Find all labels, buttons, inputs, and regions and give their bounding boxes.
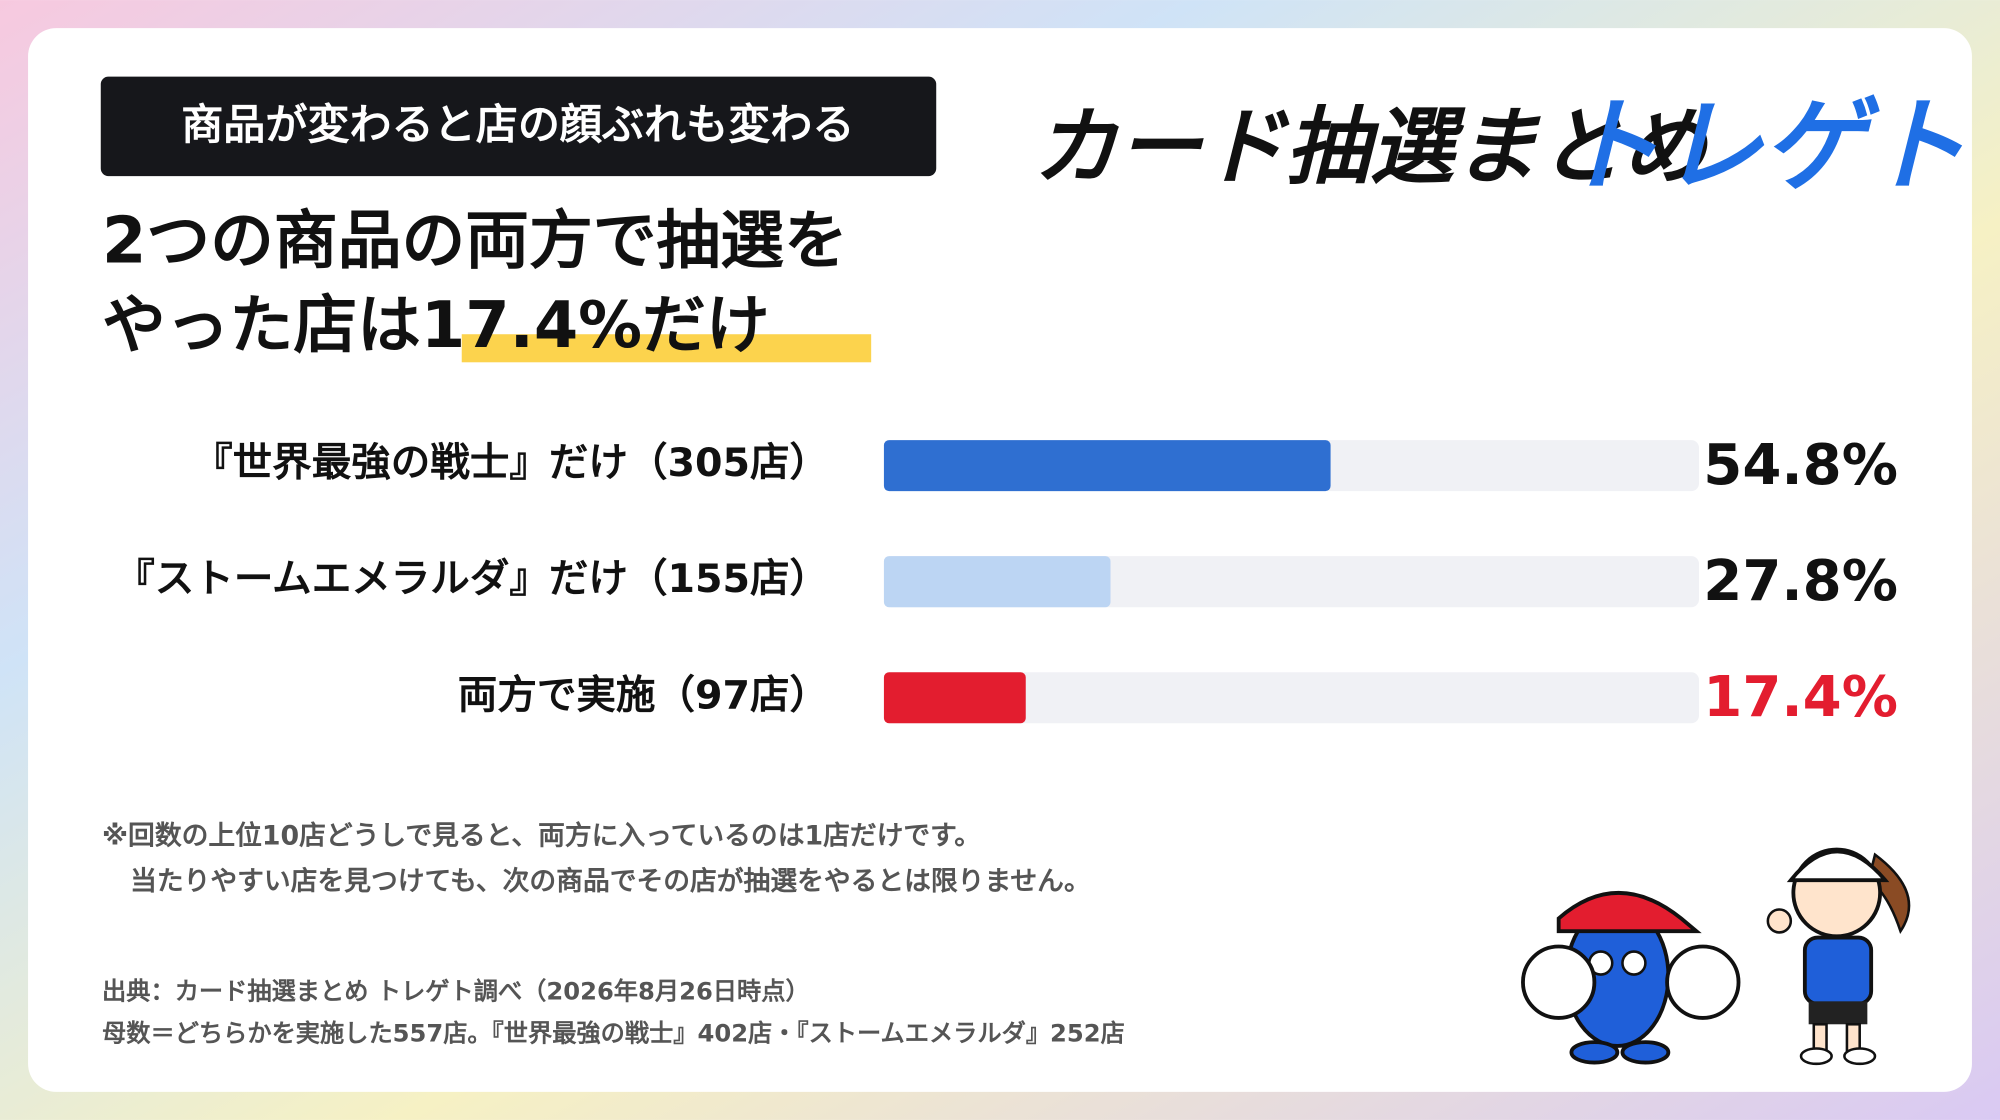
tag: 商品が変わると店の顔ぶれも変わる <box>181 100 854 149</box>
girl <box>1766 847 1911 1066</box>
source: 母数＝どちらかを実施した557店。『世界最強の戦士』402店・『ストームエメラル… <box>102 1019 1125 1047</box>
value-label: 27.8% <box>1703 549 1898 614</box>
note: 当たりやすい店を見つけても、次の商品でその店が抽選をやるとは限りません。 <box>130 865 1091 897</box>
bar <box>883 672 1026 724</box>
value-label: 54.8% <box>1703 433 1898 498</box>
bar <box>883 556 1111 608</box>
logo-main: カード抽選まとめ <box>1033 98 1709 196</box>
note: ※回数の上位10店どうしで見ると、両方に入っているのは1店だけです。 <box>102 819 981 851</box>
bar <box>883 440 1331 492</box>
category-label: 『世界最強の戦士』だけ（305店） <box>193 440 829 486</box>
category-label: 両方で実施（97店） <box>458 672 829 718</box>
source: 出典：カード抽選まとめ トレゲト調べ（2026年8月26日時点） <box>102 977 810 1005</box>
headline-line: やった店は17.4%だけ <box>102 289 770 363</box>
headline-highlight: 17.4%だけ <box>421 289 770 363</box>
value-label: 17.4% <box>1703 665 1898 730</box>
tag-box <box>100 76 937 177</box>
mascot <box>1521 891 1741 1065</box>
headline-line: 2つの商品の両方で抽選を <box>102 205 848 279</box>
category-label: 『ストームエメラルダ』だけ（155店） <box>115 556 829 602</box>
headline-text: やった店は <box>102 289 421 363</box>
bar-track <box>883 672 1699 724</box>
logo-brand: トレゲト <box>1559 87 1967 206</box>
highlight <box>461 334 872 363</box>
